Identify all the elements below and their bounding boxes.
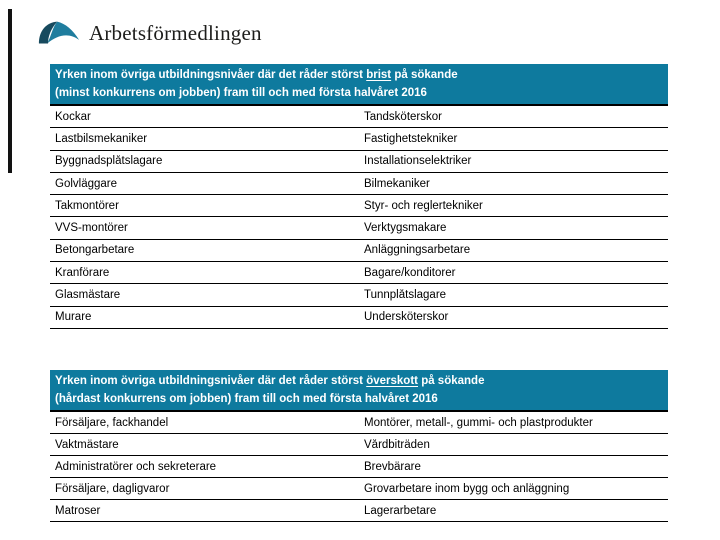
table-row: Matroser Lagerarbetare	[50, 500, 668, 522]
occupation-cell: Grovarbetare inom bygg och anläggning	[364, 482, 570, 495]
occupation-cell: Tunnplåtslagare	[364, 289, 447, 302]
shortage-table: Yrken inom övriga utbildningsnivåer där …	[50, 64, 668, 329]
occupation-cell: Lagerarbetare	[364, 504, 437, 517]
occupation-cell: Vårdbiträden	[364, 438, 430, 451]
occupation-cell: Kockar	[55, 110, 91, 123]
occupation-cell: VVS-montörer	[55, 222, 128, 235]
table-row: Försäljare, fackhandel Montörer, metall-…	[50, 412, 668, 434]
occupation-cell: Styr- och reglertekniker	[364, 199, 483, 212]
surplus-table-title-line2: (hårdast konkurrens om jobben) fram till…	[55, 393, 438, 405]
table-row: Kockar Tandsköterskor	[50, 106, 668, 129]
occupation-cell: Fastighetstekniker	[364, 132, 458, 145]
table-row: Kranförare Bagare/konditorer	[50, 262, 668, 285]
arbetsformedlingen-swoosh-icon	[38, 21, 80, 44]
left-edge-bar	[8, 9, 12, 173]
underlined-word-brist: brist	[366, 69, 392, 81]
surplus-table-header: Yrken inom övriga utbildningsnivåer där …	[50, 370, 668, 412]
arbetsformedlingen-logo: Arbetsförmedlingen	[38, 20, 262, 47]
occupation-cell: Anläggningsarbetare	[364, 244, 471, 257]
table-row: Vaktmästare Vårdbiträden	[50, 434, 668, 456]
table-row: Betongarbetare Anläggningsarbetare	[50, 240, 668, 263]
occupation-cell: Kranförare	[55, 266, 110, 279]
occupation-cell: Golvläggare	[55, 177, 118, 190]
shortage-table-title-line2: (minst konkurrens om jobben) fram till o…	[55, 87, 427, 99]
occupation-cell: Vaktmästare	[55, 438, 119, 451]
table-row: Byggnadsplåtslagare Installationselektri…	[50, 151, 668, 173]
table-row: Takmontörer Styr- och reglertekniker	[50, 195, 668, 218]
table-row: Glasmästare Tunnplåtslagare	[50, 284, 668, 307]
underlined-word-overskott: överskott	[366, 375, 418, 387]
table-row: Lastbilsmekaniker Fastighetstekniker	[50, 128, 668, 151]
occupation-cell: Matroser	[55, 504, 101, 517]
occupation-cell: Undersköterskor	[364, 311, 449, 324]
surplus-table: Yrken inom övriga utbildningsnivåer där …	[50, 370, 668, 522]
occupation-cell: Verktygsmakare	[364, 222, 447, 235]
table-row: Golvläggare Bilmekaniker	[50, 173, 668, 196]
table-row: VVS-montörer Verktygsmakare	[50, 217, 668, 240]
occupation-cell: Försäljare, dagligvaror	[55, 482, 170, 495]
occupation-cell: Bilmekaniker	[364, 177, 430, 190]
table-row: Försäljare, dagligvaror Grovarbetare ino…	[50, 478, 668, 500]
occupation-cell: Installationselektriker	[364, 155, 472, 168]
shortage-table-header: Yrken inom övriga utbildningsnivåer där …	[50, 64, 668, 106]
occupation-cell: Takmontörer	[55, 199, 119, 212]
occupation-cell: Lastbilsmekaniker	[55, 132, 148, 145]
surplus-table-title-line1: Yrken inom övriga utbildningsnivåer där …	[55, 375, 485, 387]
occupation-cell: Administratörer och sekreterare	[55, 460, 217, 473]
occupation-cell: Tandsköterskor	[364, 110, 442, 123]
occupation-cell: Betongarbetare	[55, 244, 135, 257]
occupation-cell: Glasmästare	[55, 289, 121, 302]
occupation-cell: Försäljare, fackhandel	[55, 416, 169, 429]
table-row: Administratörer och sekreterare Brevbära…	[50, 456, 668, 478]
shortage-table-title-line1: Yrken inom övriga utbildningsnivåer där …	[55, 69, 458, 81]
occupation-cell: Byggnadsplåtslagare	[55, 155, 163, 168]
occupation-cell: Brevbärare	[364, 460, 421, 473]
occupation-cell: Murare	[55, 311, 92, 324]
occupation-cell: Bagare/konditorer	[364, 266, 456, 279]
logo-text: Arbetsförmedlingen	[89, 21, 262, 45]
occupation-cell: Montörer, metall-, gummi- och plastprodu…	[364, 416, 593, 429]
table-row: Murare Undersköterskor	[50, 307, 668, 329]
